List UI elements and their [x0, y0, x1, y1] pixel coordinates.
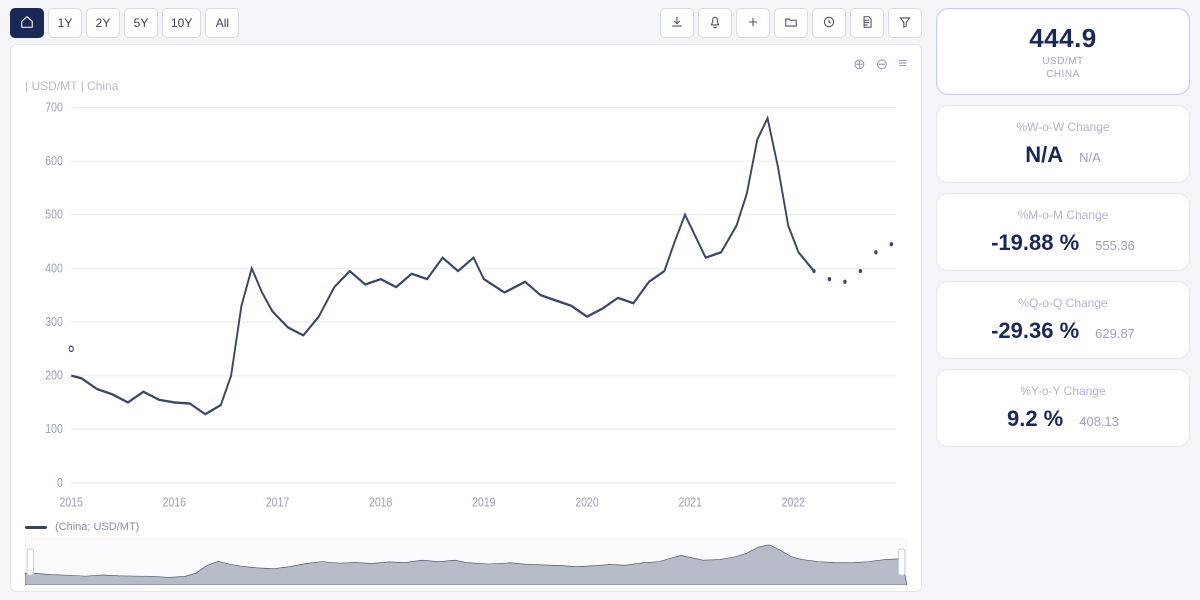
toolbar-right — [660, 8, 922, 38]
svg-text:200: 200 — [45, 367, 63, 382]
chart-subtitle: | USD/MT | China — [25, 79, 907, 93]
range-button-1y[interactable]: 1Y — [48, 8, 82, 38]
change-label: %Y-o-Y Change — [953, 384, 1173, 398]
home-button[interactable] — [10, 8, 44, 38]
svg-text:100: 100 — [45, 421, 63, 436]
alert-button[interactable] — [698, 8, 732, 38]
svg-text:300: 300 — [45, 314, 63, 329]
current-value-card: 444.9 USD/MT CHINA — [936, 8, 1190, 95]
svg-text:0: 0 — [57, 475, 63, 490]
svg-text:2021: 2021 — [679, 494, 703, 509]
svg-text:2018: 2018 — [369, 494, 393, 509]
home-icon — [20, 15, 34, 32]
zoom-in-icon[interactable]: ⊕ — [853, 55, 866, 73]
change-value: N/A — [1025, 142, 1063, 168]
change-card-3: %Y-o-Y Change 9.2 % 408.13 — [936, 369, 1190, 447]
clock-icon — [822, 15, 836, 32]
svg-text:2020: 2020 — [575, 494, 599, 509]
current-unit: USD/MT — [953, 56, 1173, 67]
change-value: -29.36 % — [991, 318, 1079, 344]
svg-text:700: 700 — [45, 99, 63, 114]
chart-navigator[interactable] — [25, 539, 907, 585]
change-value: -19.88 % — [991, 230, 1079, 256]
chart-menu-icon[interactable]: ≡ — [898, 55, 907, 73]
chart-card: ⊕ ⊖ ≡ | USD/MT | China 0 100 200 300 400 500 6… — [10, 44, 922, 592]
change-ref: 408.13 — [1079, 414, 1119, 429]
current-region: CHINA — [953, 69, 1173, 80]
change-label: %W-o-W Change — [953, 120, 1173, 134]
plus-icon — [746, 15, 760, 32]
subtitle-unit: USD/MT — [31, 79, 77, 93]
bell-icon — [708, 15, 722, 32]
range-button-5y[interactable]: 5Y — [124, 8, 158, 38]
history-button[interactable] — [812, 8, 846, 38]
change-card-2: %Q-o-Q Change -29.36 % 629.87 — [936, 281, 1190, 359]
toolbar: 1Y2Y5Y10YAll — [10, 8, 922, 38]
main-panel: 1Y2Y5Y10YAll ⊕ ⊖ ≡ | USD/MT | China 0 100… — [0, 0, 932, 600]
folder-button[interactable] — [774, 8, 808, 38]
filter-button[interactable] — [888, 8, 922, 38]
change-value: 9.2 % — [1007, 406, 1063, 432]
range-button-2y[interactable]: 2Y — [86, 8, 120, 38]
chart-legend: (China; USD/MT) — [25, 521, 907, 533]
svg-text:400: 400 — [45, 260, 63, 275]
filter-icon — [898, 15, 912, 32]
change-ref: 555.36 — [1095, 238, 1135, 253]
side-panel: 444.9 USD/MT CHINA %W-o-W Change N/A N/A %M… — [932, 0, 1200, 600]
svg-text:600: 600 — [45, 153, 63, 168]
folder-icon — [784, 15, 798, 32]
chart-tools: ⊕ ⊖ ≡ — [853, 55, 907, 73]
change-card-1: %M-o-M Change -19.88 % 555.36 — [936, 193, 1190, 271]
change-card-0: %W-o-W Change N/A N/A — [936, 105, 1190, 183]
document-icon — [860, 15, 874, 32]
toolbar-left: 1Y2Y5Y10YAll — [10, 8, 239, 38]
svg-text:2019: 2019 — [472, 494, 496, 509]
current-value: 444.9 — [953, 23, 1173, 54]
download-icon — [670, 15, 684, 32]
range-button-all[interactable]: All — [205, 8, 239, 38]
change-ref: N/A — [1079, 150, 1101, 165]
legend-label: (China; USD/MT) — [55, 521, 139, 533]
document-button[interactable] — [850, 8, 884, 38]
subtitle-region: China — [87, 79, 118, 93]
svg-text:500: 500 — [45, 207, 63, 222]
download-button[interactable] — [660, 8, 694, 38]
change-label: %M-o-M Change — [953, 208, 1173, 222]
legend-swatch — [25, 526, 47, 529]
change-ref: 629.87 — [1095, 326, 1135, 341]
svg-text:2015: 2015 — [60, 494, 84, 509]
svg-text:2016: 2016 — [163, 494, 187, 509]
zoom-out-icon[interactable]: ⊖ — [876, 55, 889, 73]
change-label: %Q-o-Q Change — [953, 296, 1173, 310]
svg-text:2022: 2022 — [782, 494, 805, 509]
chart-plot[interactable]: 0 100 200 300 400 500 600 700 2015 2016 2017 2018 20… — [25, 97, 907, 517]
svg-text:2017: 2017 — [266, 494, 289, 509]
range-button-10y[interactable]: 10Y — [162, 8, 201, 38]
add-button[interactable] — [736, 8, 770, 38]
